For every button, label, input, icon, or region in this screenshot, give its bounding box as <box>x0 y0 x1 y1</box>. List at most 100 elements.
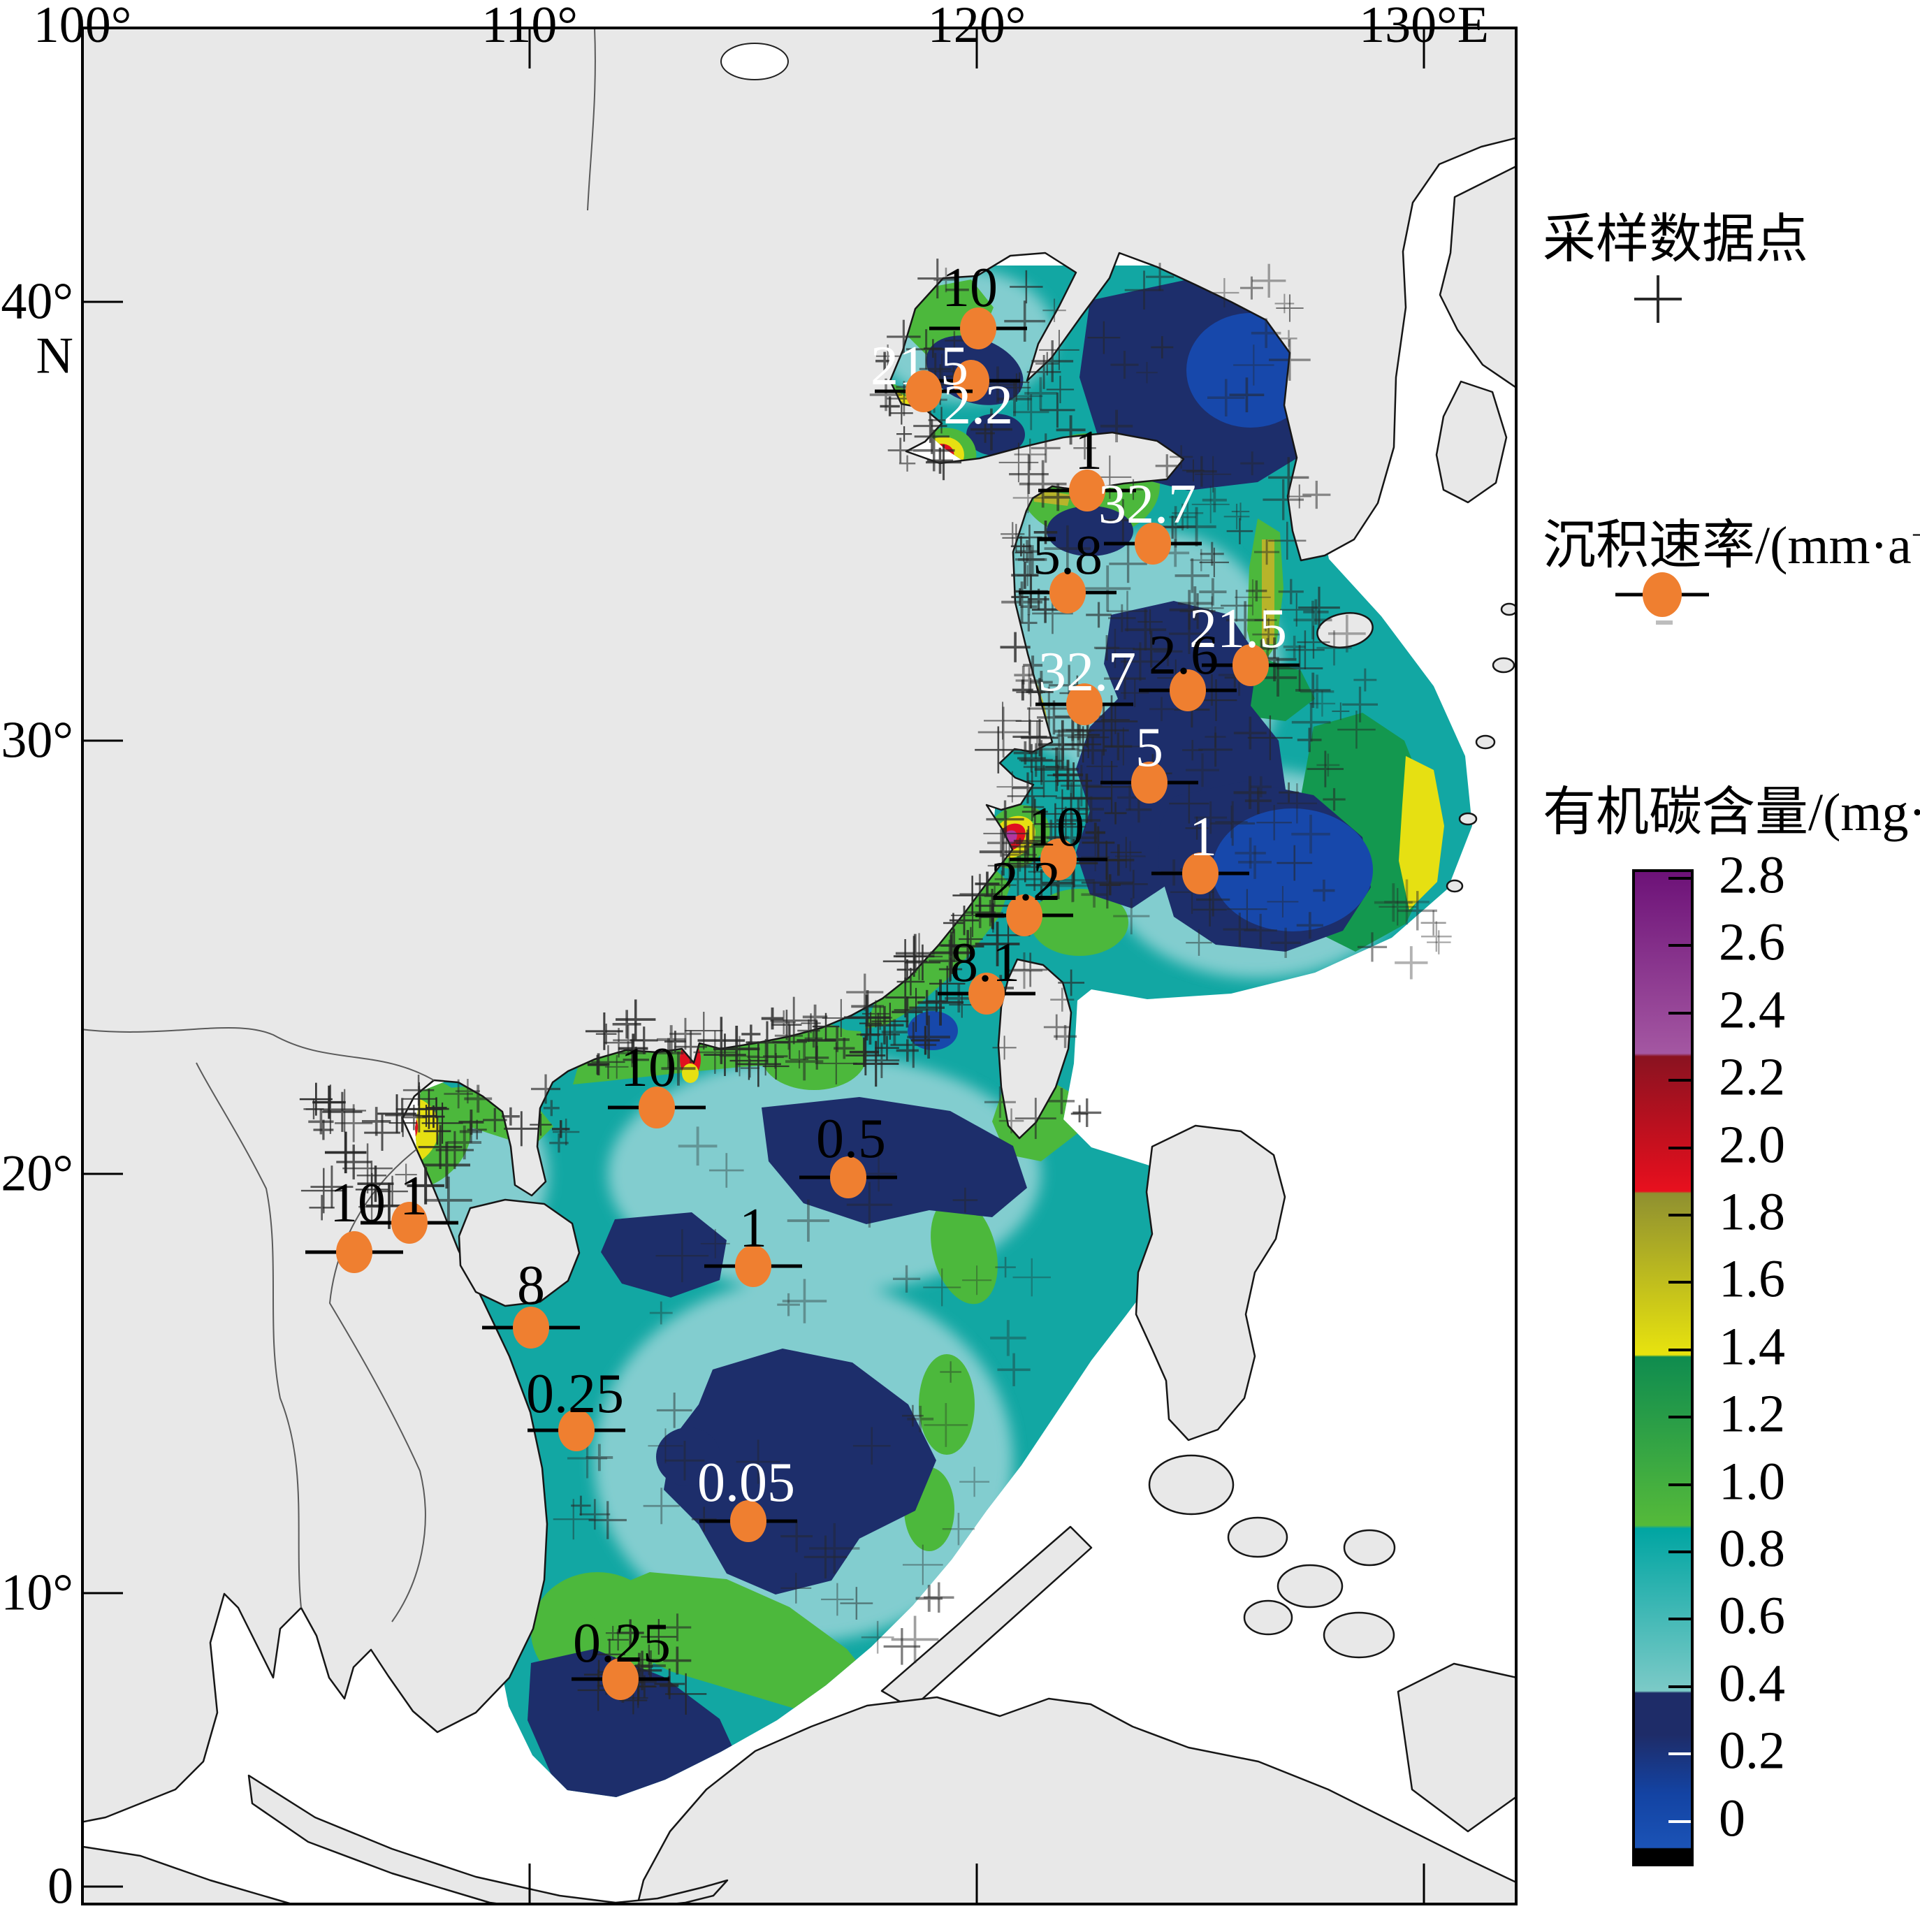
axis-label-lat-4: 0 <box>48 1857 73 1915</box>
sample-cross-icon <box>1198 732 1233 767</box>
sample-cross-icon <box>1252 618 1285 651</box>
sample-cross-icon <box>1009 454 1049 495</box>
sample-cross-icon <box>1046 375 1075 404</box>
colorbar-tick <box>1668 1348 1691 1351</box>
land-malay-peninsula <box>247 1774 729 1904</box>
sample-cross-icon <box>674 1030 708 1063</box>
sample-cross-icon <box>323 1089 366 1133</box>
sample-cross-icon <box>880 396 900 416</box>
sample-cross-icon <box>895 933 943 980</box>
rate-point: 5 <box>1100 717 1198 804</box>
sample-cross-icon <box>483 1107 507 1133</box>
sample-cross-icon <box>787 1199 830 1242</box>
colorbar-tick-label: 1.8 <box>1719 1182 1785 1242</box>
sample-cross-icon <box>761 1007 784 1030</box>
island-samar <box>1343 1529 1396 1567</box>
rate-point-label: 0.25 <box>526 1363 624 1425</box>
island-ryukyu-3 <box>1475 734 1496 750</box>
sample-cross-icon <box>1012 772 1044 804</box>
sample-cross-icon <box>1202 488 1227 513</box>
colorbar-tick <box>1668 1685 1691 1688</box>
sample-cross-icon <box>1124 270 1164 310</box>
colorbar-tick-label: 1.4 <box>1719 1317 1785 1377</box>
sample-cross-icon <box>1004 300 1046 342</box>
colorbar-tick-label: 1.0 <box>1719 1452 1785 1511</box>
sample-cross-icon <box>300 1168 347 1214</box>
island-ryukyu-5 <box>1446 879 1464 893</box>
sample-cross-icon <box>904 944 941 981</box>
sample-cross-icon <box>777 1293 800 1316</box>
border-thailand <box>196 1062 302 1608</box>
rate-point: 21.5 <box>1189 598 1300 686</box>
sample-cross-icon <box>1000 632 1031 662</box>
sample-cross-icon <box>1099 874 1121 896</box>
sample-cross-icon <box>747 1038 784 1076</box>
sample-cross-icon <box>1190 549 1213 572</box>
sample-cross-icon <box>846 973 884 1011</box>
rate-point-dot <box>1049 572 1086 613</box>
rate-point-dot <box>639 1087 675 1128</box>
sample-cross-icon <box>1070 1105 1089 1123</box>
sample-cross-icon <box>1253 539 1280 565</box>
sample-cross-icon <box>780 1520 813 1553</box>
sample-cross-icon <box>881 1019 908 1045</box>
sample-cross-icon <box>945 984 973 1013</box>
colorbar-tick <box>1668 1079 1691 1082</box>
sample-cross-icon <box>1274 293 1295 314</box>
sample-cross-icon <box>1126 797 1152 823</box>
sample-cross-icon <box>924 1582 954 1613</box>
sample-cross-icon <box>771 1010 796 1035</box>
sample-cross-icon <box>1013 952 1048 987</box>
sample-cross-icon <box>1114 841 1146 872</box>
sample-cross-icon <box>1238 845 1272 879</box>
colorbar-tick <box>1668 1011 1691 1015</box>
sample-cross-icon <box>312 1085 346 1119</box>
sample-cross-icon <box>1397 891 1437 931</box>
sample-cross-icon <box>864 1043 900 1078</box>
sample-cross-icon <box>1026 686 1071 731</box>
rate-point-label: 0.25 <box>573 1613 671 1674</box>
sample-cross-icon <box>1199 578 1227 606</box>
sample-cross-icon <box>1186 929 1212 956</box>
sample-cross-icon <box>740 1059 759 1078</box>
sample-cross-icon <box>735 1041 781 1087</box>
sample-cross-icon <box>1001 522 1025 546</box>
sample-cross-icon <box>899 455 916 472</box>
sample-cross-icon <box>1052 760 1084 790</box>
legend-carbon-title-prefix: 有机碳含量/(mg·g <box>1543 783 1920 842</box>
sample-cross-icon <box>943 913 963 934</box>
sample-cross-icon <box>1420 921 1452 952</box>
land-sumatra <box>82 1845 296 1904</box>
axis-ticks <box>82 28 1425 1904</box>
sample-cross-icon <box>1014 665 1033 685</box>
sample-cross-icon <box>1056 869 1089 903</box>
sample-cross-icon <box>975 922 1020 966</box>
sample-cross-icon <box>1011 561 1039 589</box>
sample-cross-icon <box>868 1005 893 1030</box>
sample-cross-icon <box>1227 889 1267 929</box>
sample-cross-icon <box>1263 479 1304 521</box>
sample-cross-icon <box>1195 456 1232 493</box>
sample-cross-icon <box>1291 702 1331 742</box>
island-visayas-3 <box>1323 1611 1395 1659</box>
rate-point-label: 10 <box>942 257 998 319</box>
sample-cross-icon <box>543 1100 560 1117</box>
sample-cross-icon <box>997 1353 1031 1386</box>
sample-cross-icon <box>1293 600 1332 639</box>
sample-cross-icon <box>395 1163 417 1186</box>
sample-cross-icon <box>790 1050 809 1069</box>
colorbar-tick <box>1668 1550 1691 1553</box>
sample-cross-icon <box>1108 604 1136 632</box>
sample-cross-icon <box>1283 635 1306 658</box>
land-japan-kyushu <box>1435 380 1508 504</box>
sample-cross-icon <box>586 1444 613 1472</box>
rate-point: 8.1 <box>938 932 1035 1015</box>
sample-cross-icon <box>998 1108 1024 1133</box>
sample-cross-icon <box>1121 642 1160 681</box>
rate-point: 2.2 <box>875 370 1013 436</box>
sample-cross-icon <box>1113 898 1150 935</box>
patch-green-scs-1 <box>919 1354 975 1455</box>
sample-cross-icon <box>907 1405 934 1432</box>
sample-cross-icon <box>623 1047 649 1073</box>
sample-cross-icon <box>1286 630 1325 669</box>
